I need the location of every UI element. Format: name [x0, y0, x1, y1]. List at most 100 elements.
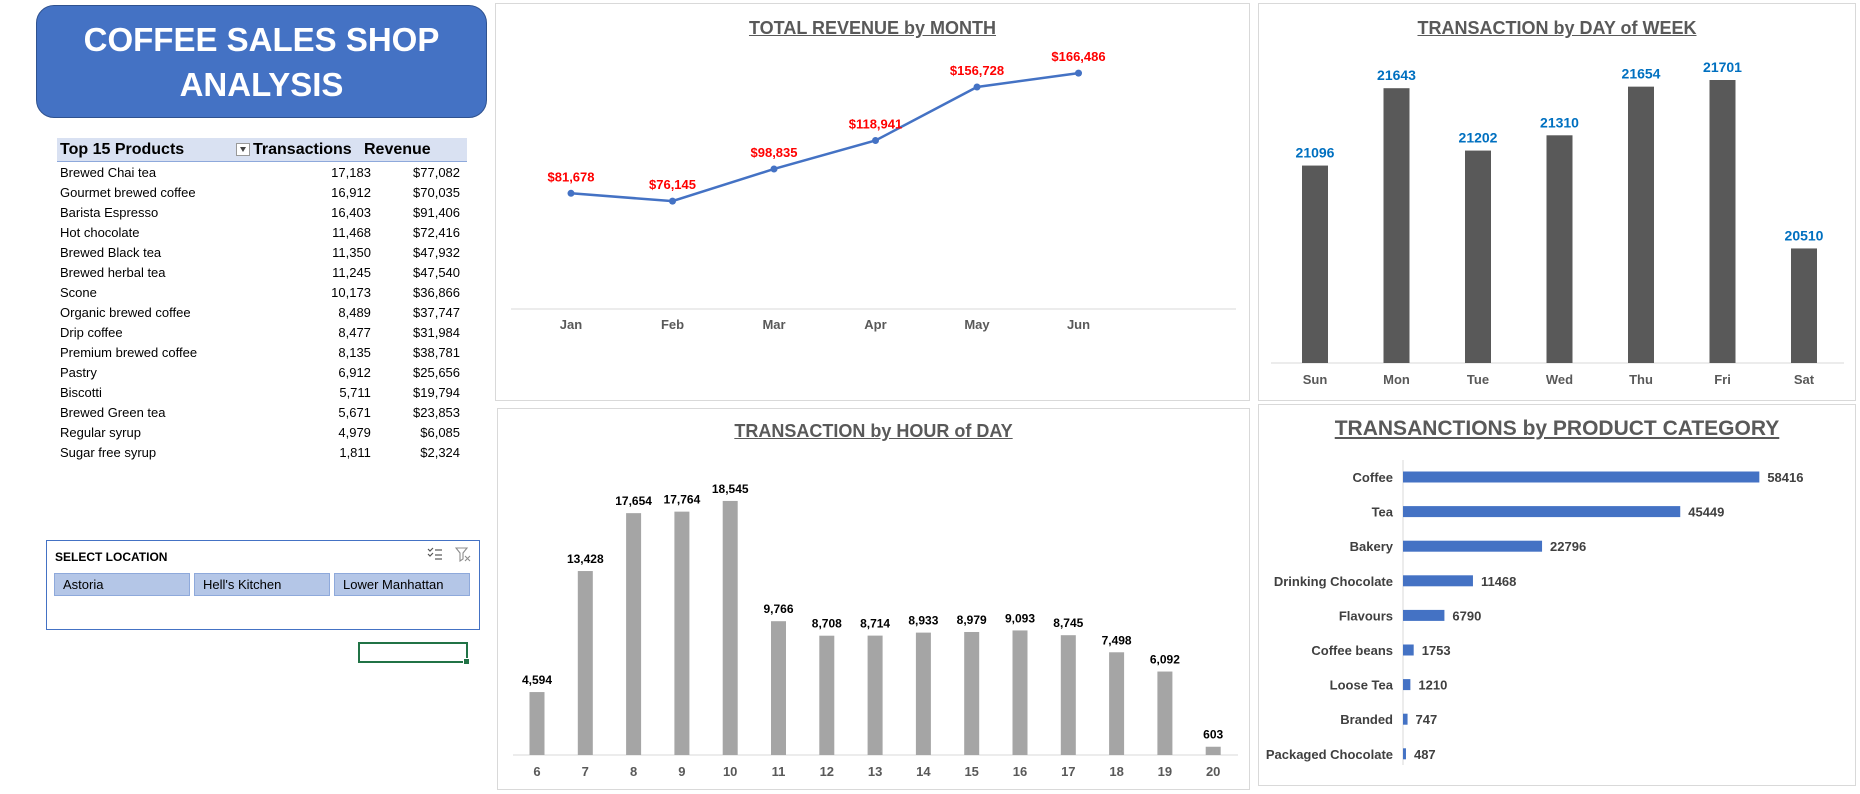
data-label: $98,835 — [751, 145, 798, 160]
tick-label: Packaged Chocolate — [1266, 747, 1393, 762]
table-row: Brewed herbal tea 11,245 $47,540 — [57, 262, 467, 282]
clear-filter-icon[interactable] — [455, 547, 471, 562]
revenue-cell: $47,932 — [413, 244, 461, 260]
tick-label: Thu — [1629, 372, 1653, 387]
transactions-cell: 16,912 — [331, 184, 371, 200]
tick-label: 15 — [964, 764, 978, 779]
revenue-line-svg: $81,678 Jan $76,145 Feb $98,835 Mar $118,941 Ap… — [511, 49, 1236, 332]
slicer-title: SELECT LOCATION — [55, 550, 168, 564]
product-cell: Hot chocolate — [60, 224, 140, 240]
product-cell: Brewed Chai tea — [60, 164, 157, 180]
bar — [1403, 471, 1760, 483]
tick-label: Apr — [864, 317, 886, 332]
revenue-cell: $25,656 — [413, 364, 461, 380]
table-row: Hot chocolate 11,468 $72,416 — [57, 222, 467, 242]
data-label: 45449 — [1688, 505, 1724, 520]
bar — [819, 635, 835, 755]
transactions-cell: 11,468 — [332, 224, 371, 240]
location-slicer[interactable]: SELECT LOCATION Astoria Hell's Kitchen L… — [46, 540, 480, 630]
chart-title: TRANSACTION by HOUR of DAY — [734, 421, 1013, 441]
tick-label: Loose Tea — [1330, 678, 1394, 693]
data-label: $118,941 — [849, 117, 903, 132]
table-row: Gourmet brewed coffee 16,912 $70,035 — [57, 182, 467, 202]
tick-label: Fri — [1714, 372, 1731, 387]
tick-label: 17 — [1061, 764, 1075, 779]
table-row: Pastry 6,912 $25,656 — [57, 362, 467, 382]
tick-label: 16 — [1013, 764, 1027, 779]
line-point — [567, 189, 575, 197]
bar — [1465, 150, 1491, 363]
data-label: 13,428 — [567, 552, 604, 566]
bar — [1403, 609, 1445, 621]
revenue-by-month-chart: TOTAL REVENUE by MONTH $81,678 Jan $76,145… — [495, 3, 1250, 401]
tick-label: 9 — [678, 764, 685, 779]
sort-filter-icon[interactable] — [236, 143, 250, 156]
data-label: 8,933 — [908, 614, 938, 628]
table-row: Sugar free syrup 1,811 $2,324 — [57, 442, 467, 462]
transactions-cell: 6,912 — [338, 364, 371, 380]
multi-select-icon[interactable] — [427, 547, 443, 562]
data-label: 487 — [1414, 747, 1436, 762]
tick-label: 13 — [868, 764, 882, 779]
chart-title: TRANSANCTIONS by PRODUCT CATEGORY — [1334, 417, 1780, 440]
transactions-column-header-cell: Transactions — [220, 141, 358, 159]
product-cell: Premium brewed coffee — [60, 344, 198, 360]
data-label: 18,545 — [712, 482, 749, 496]
data-label: $76,145 — [649, 177, 696, 192]
revenue-cell: $23,853 — [413, 404, 461, 420]
top-products-pivot-table: Top 15 Products Transactions Revenue Bre… — [57, 138, 467, 462]
product-cell: Scone — [60, 284, 97, 300]
tick-label: Mon — [1383, 372, 1410, 387]
transactions-cell: 11,350 — [332, 244, 371, 260]
transactions-cell: 16,403 — [331, 204, 371, 220]
bar — [626, 513, 642, 755]
data-label: 8,979 — [957, 613, 987, 627]
data-label: 603 — [1203, 728, 1223, 742]
line-point — [669, 197, 676, 205]
product-cell: Brewed Green tea — [60, 404, 166, 420]
slicer-item-lower-manhattan[interactable]: Lower Manhattan — [334, 573, 470, 596]
bar — [1012, 630, 1028, 755]
data-label: $156,728 — [950, 63, 1004, 78]
slicer-item-hells-kitchen[interactable]: Hell's Kitchen — [194, 573, 330, 596]
data-label: 8,745 — [1053, 616, 1083, 630]
revenue-cell: $70,035 — [413, 184, 461, 200]
tick-label: Wed — [1546, 372, 1573, 387]
hour-bar-svg: 4,594 6 13,428 7 17,654 8 17,764 9 18,545 10 9,766… — [513, 482, 1238, 779]
bar — [577, 571, 593, 755]
data-label: 22796 — [1550, 539, 1586, 554]
data-label: 747 — [1416, 712, 1438, 727]
revenue-cell: $6,085 — [420, 424, 461, 440]
pivot-header-row: Top 15 Products Transactions Revenue — [57, 138, 467, 162]
data-label: 9,766 — [763, 602, 793, 616]
product-cell: Drip coffee — [60, 324, 123, 340]
selected-cell[interactable] — [358, 642, 470, 665]
transactions-column-header: Transactions — [253, 140, 352, 158]
bar — [1157, 671, 1173, 755]
data-label: 1210 — [1418, 678, 1447, 693]
tick-label: Sat — [1794, 372, 1815, 387]
tick-label: Bakery — [1350, 539, 1394, 554]
bar — [1302, 165, 1328, 363]
data-label: 6,092 — [1150, 653, 1180, 667]
bar — [964, 631, 980, 755]
line-point — [770, 165, 778, 173]
tick-label: Flavours — [1339, 608, 1393, 623]
revenue-cell: $2,324 — [420, 444, 461, 460]
table-row: Regular syrup 4,979 $6,085 — [57, 422, 467, 442]
bar — [1403, 575, 1473, 587]
revenue-line — [570, 71, 1079, 203]
bar — [1546, 135, 1573, 363]
tick-label: Coffee — [1353, 470, 1393, 485]
tick-label: Jun — [1067, 317, 1090, 332]
table-row: Barista Espresso 16,403 $91,406 — [57, 202, 467, 222]
transactions-cell: 17,183 — [331, 164, 371, 180]
transactions-cell: 5,671 — [338, 404, 371, 420]
slicer-item-astoria[interactable]: Astoria — [54, 573, 190, 596]
data-label: 58416 — [1767, 470, 1803, 485]
tick-label: 7 — [582, 764, 589, 779]
data-label: 1753 — [1422, 643, 1451, 658]
table-row: Biscotti 5,711 $19,794 — [57, 382, 467, 402]
category-bar-svg: 58416 Coffee 45449 Tea 22796 Bakery 11468 Drink… — [1266, 460, 1803, 765]
data-label: 21202 — [1459, 130, 1498, 146]
